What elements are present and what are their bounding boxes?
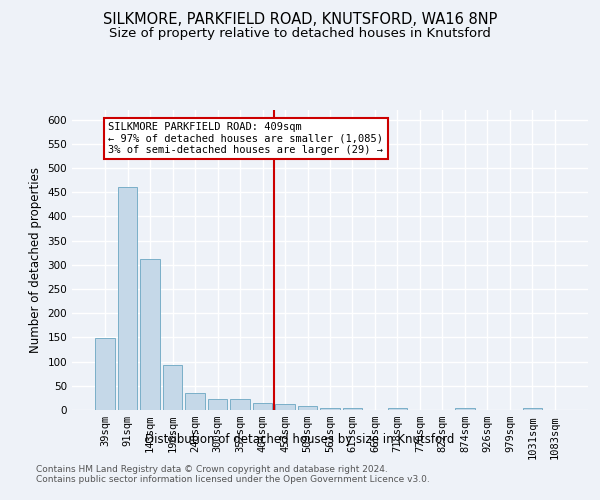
Bar — [208, 400, 227, 410]
Bar — [230, 400, 250, 410]
Bar — [140, 259, 160, 410]
Text: Distribution of detached houses by size in Knutsford: Distribution of detached houses by size … — [145, 432, 455, 446]
Bar — [253, 403, 272, 410]
Bar — [523, 408, 542, 410]
Bar — [388, 408, 407, 410]
Bar — [275, 404, 295, 410]
Bar — [185, 392, 205, 410]
Text: SILKMORE PARKFIELD ROAD: 409sqm
← 97% of detached houses are smaller (1,085)
3% : SILKMORE PARKFIELD ROAD: 409sqm ← 97% of… — [109, 122, 383, 156]
Bar — [343, 408, 362, 410]
Bar — [298, 406, 317, 410]
Text: Contains HM Land Registry data © Crown copyright and database right 2024.: Contains HM Land Registry data © Crown c… — [36, 465, 388, 474]
Bar — [163, 365, 182, 410]
Text: SILKMORE, PARKFIELD ROAD, KNUTSFORD, WA16 8NP: SILKMORE, PARKFIELD ROAD, KNUTSFORD, WA1… — [103, 12, 497, 28]
Bar — [118, 188, 137, 410]
Text: Size of property relative to detached houses in Knutsford: Size of property relative to detached ho… — [109, 28, 491, 40]
Y-axis label: Number of detached properties: Number of detached properties — [29, 167, 42, 353]
Text: Contains public sector information licensed under the Open Government Licence v3: Contains public sector information licen… — [36, 475, 430, 484]
Bar — [320, 408, 340, 410]
Bar — [95, 338, 115, 410]
Bar — [455, 408, 475, 410]
